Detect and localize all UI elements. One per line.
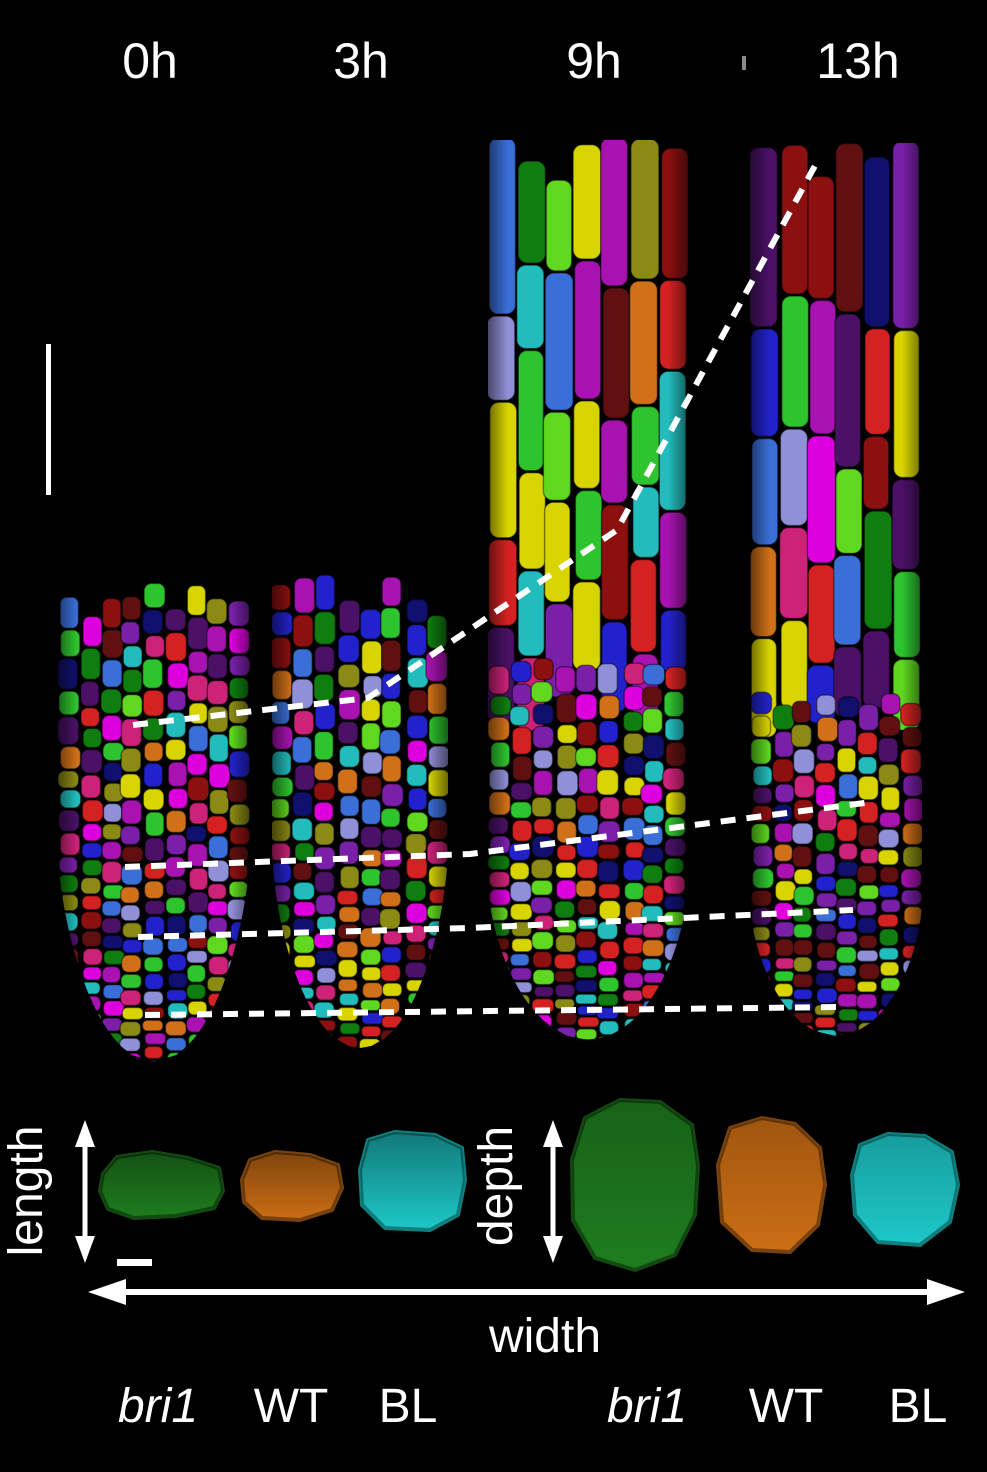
length-cell-bri1 xyxy=(98,1150,225,1220)
timepoint-labels: 0h 3h 9h 13h xyxy=(122,33,900,89)
timepoint-label-13h: 13h xyxy=(816,33,899,89)
dashed-line-2 xyxy=(124,799,873,870)
axis-arrows xyxy=(75,1120,965,1305)
legend-scale-bar xyxy=(117,1259,152,1266)
width-axis-label: width xyxy=(488,1310,601,1363)
timepoint-label-0h: 0h xyxy=(122,33,178,89)
depth-arrow xyxy=(543,1120,563,1263)
root-0h xyxy=(57,583,251,1062)
length-cell-bl xyxy=(358,1130,467,1232)
dashed-correspondence-lines xyxy=(124,160,873,1018)
dashed-line-3 xyxy=(137,907,854,940)
depth-cell-bl xyxy=(850,1132,960,1247)
roots-panel xyxy=(57,140,922,1062)
genotype-label-wt-right: WT xyxy=(749,1380,824,1433)
timepoint-label-3h: 3h xyxy=(333,33,389,89)
dashed-line-1 xyxy=(132,160,820,728)
genotype-label-bl-right: BL xyxy=(889,1380,948,1433)
root-3h xyxy=(272,574,448,1048)
root-13h xyxy=(750,143,922,1036)
length-cell-wt xyxy=(240,1150,344,1222)
length-axis-label: length xyxy=(0,1126,53,1257)
depth-cell-bri1 xyxy=(570,1098,700,1272)
scale-bar xyxy=(46,344,51,495)
timepoint-label-9h: 9h xyxy=(566,33,622,89)
dashed-line-4 xyxy=(144,1004,841,1018)
depth-cell-wt xyxy=(716,1116,827,1254)
genotype-label-bri1-right: bri1 xyxy=(607,1380,687,1433)
genotype-label-bri1-left: bri1 xyxy=(118,1380,198,1433)
length-arrow xyxy=(75,1120,95,1263)
genotype-label-wt-left: WT xyxy=(254,1380,329,1433)
legend-cells xyxy=(98,1098,960,1272)
genotype-labels: bri1 WT BL bri1 WT BL xyxy=(118,1380,947,1433)
genotype-label-bl-left: BL xyxy=(379,1380,438,1433)
tick-mark xyxy=(742,56,746,70)
width-arrow xyxy=(88,1279,965,1305)
depth-axis-label: depth xyxy=(470,1126,523,1246)
